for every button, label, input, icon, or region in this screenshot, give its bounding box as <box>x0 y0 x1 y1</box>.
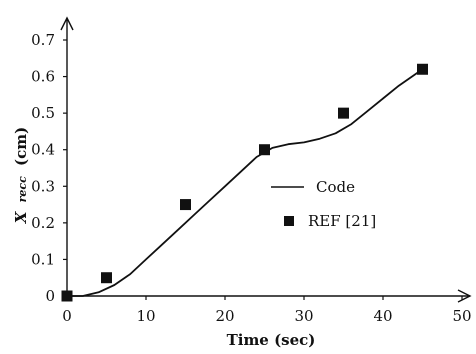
x-tick-label: 0 <box>62 307 72 325</box>
y-tick-label: 0.6 <box>31 68 55 86</box>
y-tick-label: 0.3 <box>31 177 55 195</box>
legend: Code REF [21] <box>271 178 376 230</box>
y-axis-title-main: X <box>12 210 30 224</box>
tick-labels: 0 10 20 30 40 50 0 0.1 0.2 0.3 0.4 0.5 0.6 0.7 <box>31 31 471 325</box>
y-tick-label: 0.7 <box>31 31 55 49</box>
ticks <box>63 39 463 300</box>
y-axis-title: X recc (cm) <box>12 127 30 225</box>
x-tick-label: 50 <box>452 307 471 325</box>
data-point-ref <box>61 290 73 302</box>
x-tick-label: 10 <box>136 307 155 325</box>
axes <box>60 16 472 303</box>
legend-label-ref: REF [21] <box>308 212 376 230</box>
series-line-code <box>67 68 424 297</box>
x-tick-label: 30 <box>294 307 313 325</box>
data-point-ref <box>101 272 112 284</box>
data-point-ref <box>259 144 270 156</box>
legend-label-code: Code <box>316 178 355 196</box>
y-axis-title-unit: (cm) <box>12 127 30 166</box>
y-tick-label: 0.1 <box>31 250 55 268</box>
x-tick-label: 40 <box>373 307 392 325</box>
data-point-ref <box>180 199 191 211</box>
x-tick-label: 20 <box>215 307 234 325</box>
y-axis-title-sub: recc <box>16 176 29 202</box>
data-point-ref <box>417 63 428 75</box>
y-axis-arrow <box>60 16 74 31</box>
series-layer <box>61 63 428 302</box>
y-tick-label: 0 <box>45 287 55 305</box>
legend-marker-swatch <box>284 216 294 226</box>
y-tick-label: 0.4 <box>31 141 55 159</box>
data-point-ref <box>338 107 349 119</box>
x-axis-title: Time (sec) <box>227 331 316 349</box>
y-tick-label: 0.5 <box>31 104 55 122</box>
y-tick-label: 0.2 <box>31 214 55 232</box>
